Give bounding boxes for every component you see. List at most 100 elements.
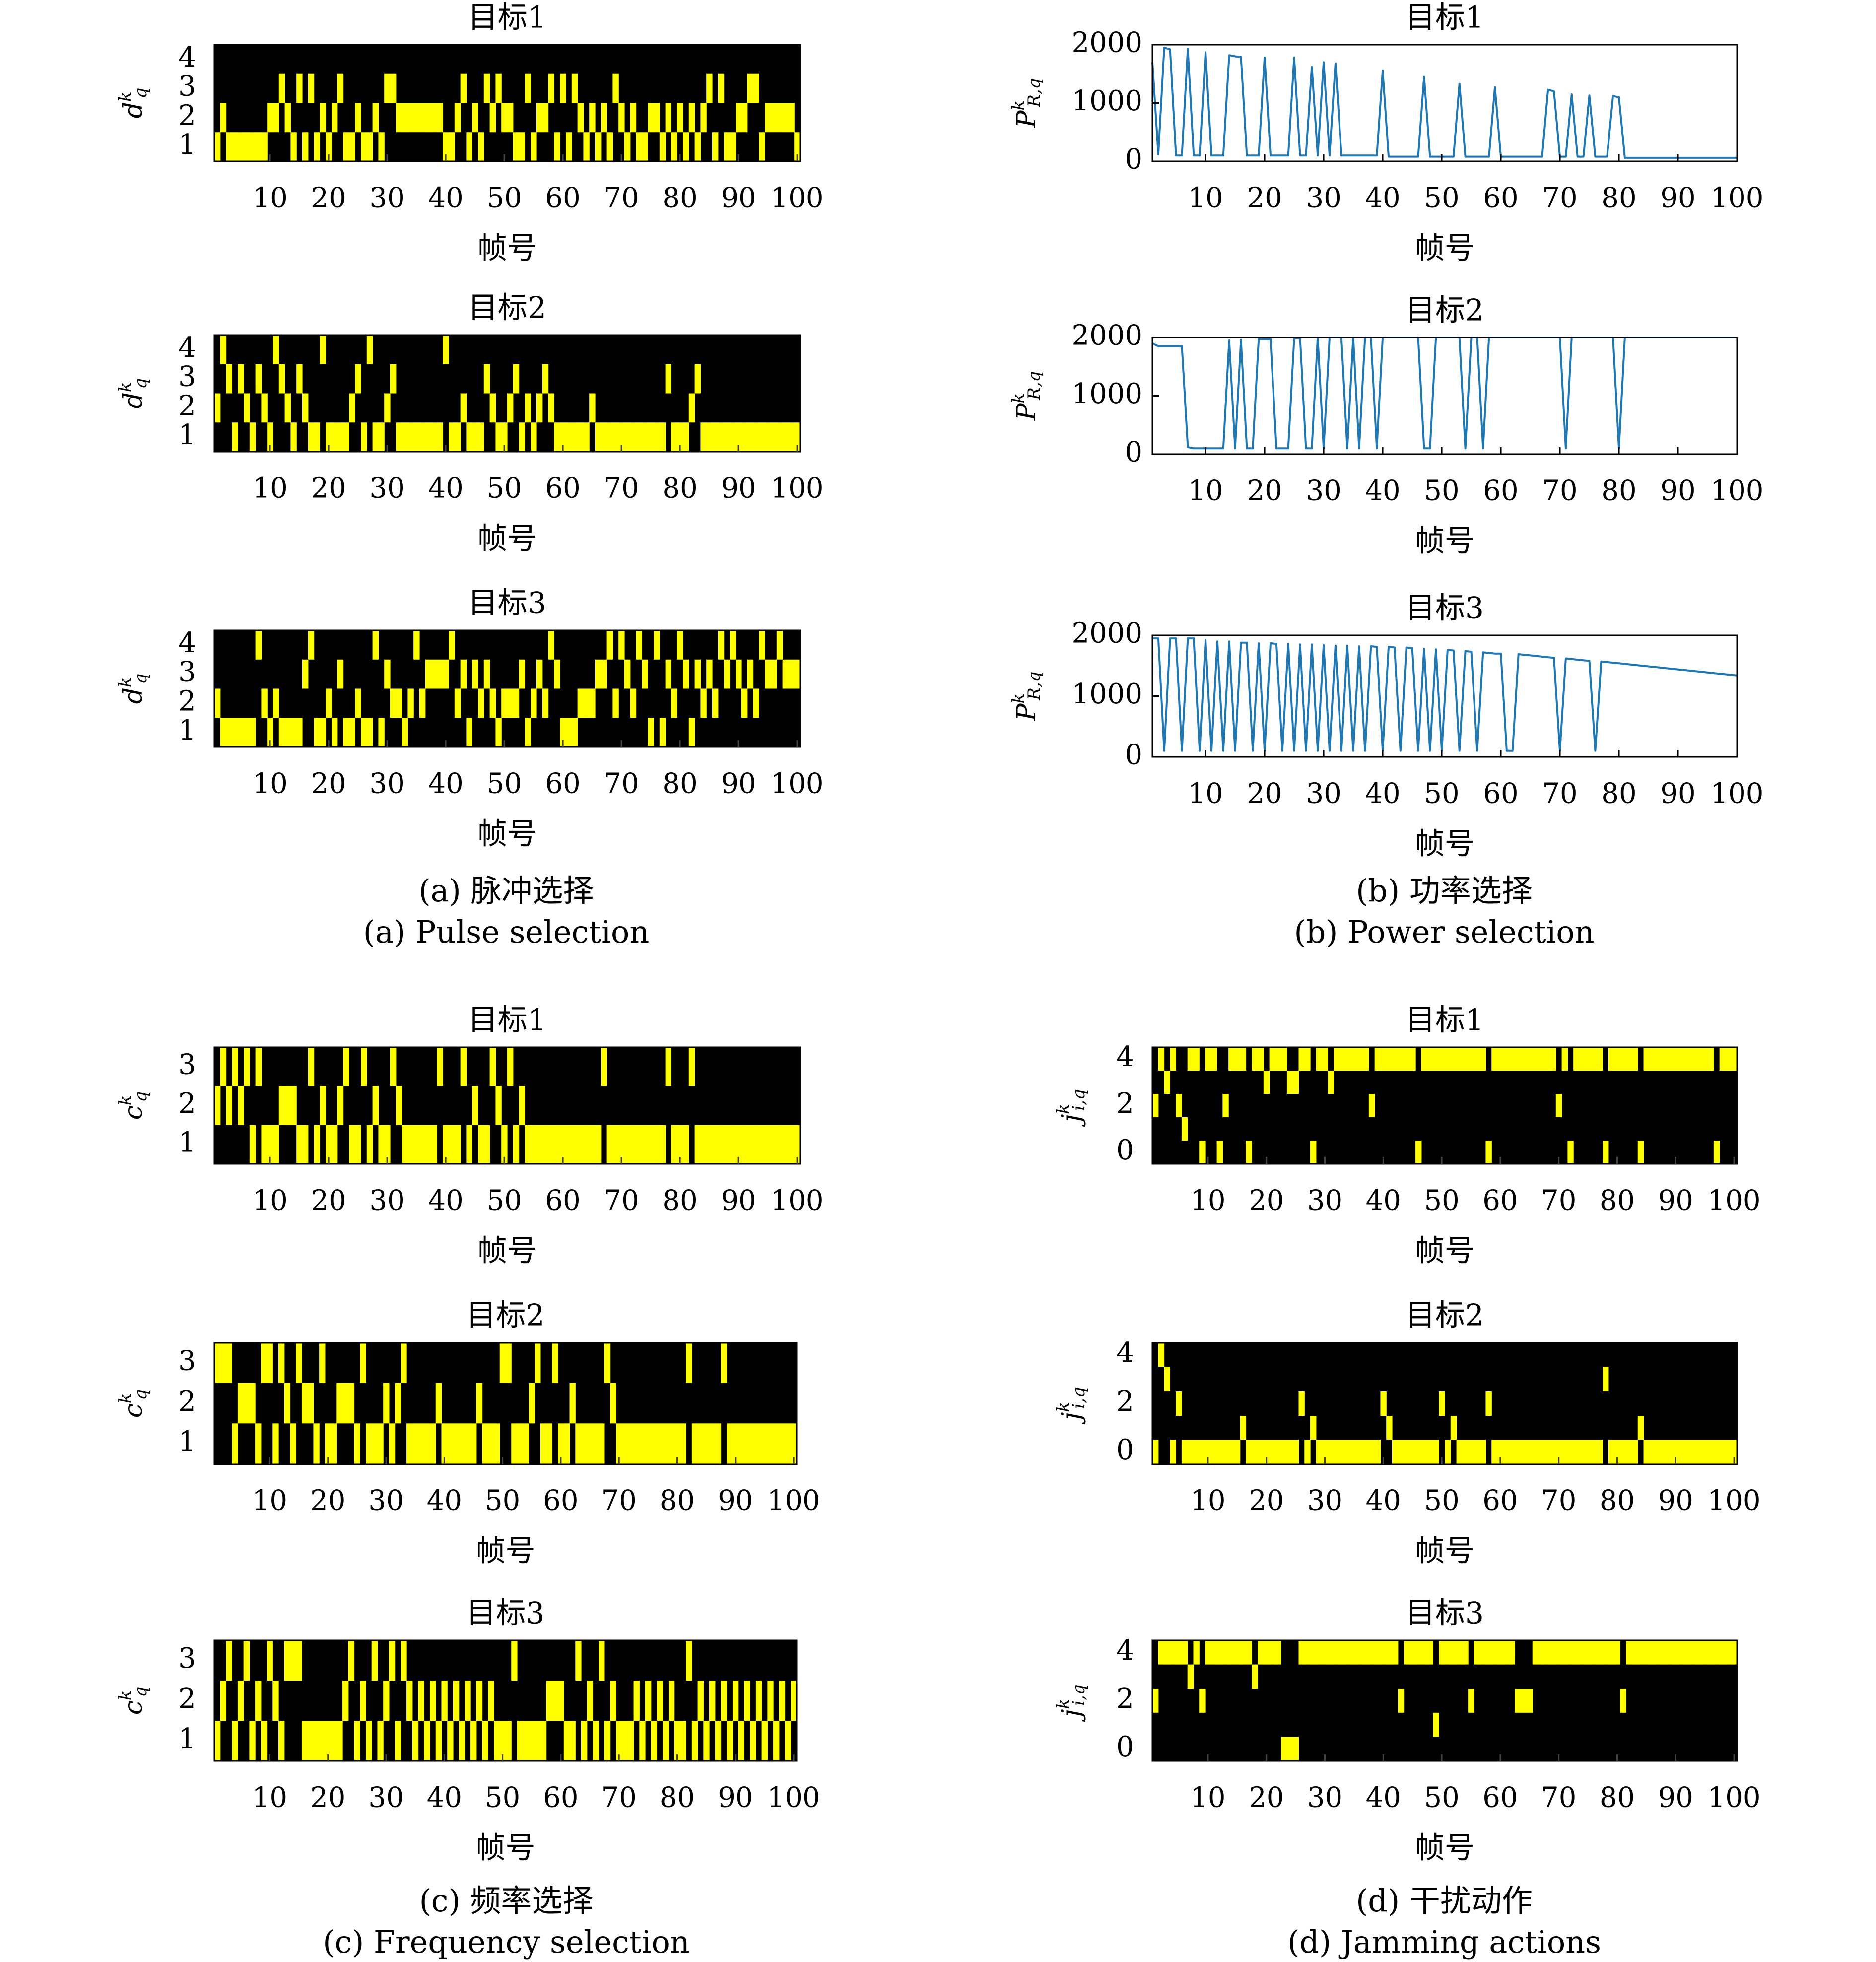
chart-c-2-cell xyxy=(657,1423,663,1464)
chart-d-1-cell xyxy=(1497,1047,1504,1071)
chart-c-3-cell xyxy=(680,1721,686,1761)
chart-a-2-cell xyxy=(542,364,549,394)
chart-a-1-cell xyxy=(314,132,320,161)
chart-d-2-cell xyxy=(1409,1440,1416,1464)
chart-c-3-frame xyxy=(213,1639,798,1762)
chart-c-3-cell xyxy=(616,1721,622,1761)
chart-c-3-cell xyxy=(237,1681,244,1721)
chart-a-3-cell xyxy=(618,630,625,660)
caption-b-en: (b) Power selection xyxy=(1294,914,1595,950)
chart-d-1-cell xyxy=(1509,1047,1515,1071)
chart-d-3-cell xyxy=(1380,1640,1387,1665)
chart-b-3-xlabel: 帧号 xyxy=(1415,827,1474,862)
chart-a-1-ytick-label: 3 xyxy=(178,70,196,103)
chart-c-2-cell xyxy=(214,1343,221,1383)
chart-c-2-ytick-label: 3 xyxy=(178,1345,196,1377)
chart-a-3-xtick-label: 80 xyxy=(662,768,697,800)
chart-d-3-cell xyxy=(1152,1689,1159,1713)
chart-d-2-cell xyxy=(1433,1440,1439,1464)
chart-c-1-cell xyxy=(665,1047,671,1086)
chart-a-2-cell xyxy=(648,422,654,452)
chart-a-1-cell xyxy=(513,132,520,161)
chart-d-1-cell xyxy=(1193,1047,1200,1071)
chart-d-3-cell xyxy=(1345,1640,1352,1665)
chart-c-1-cell xyxy=(683,1125,689,1164)
chart-c-3-cell xyxy=(435,1721,442,1761)
chart-d-2-cell xyxy=(1263,1440,1270,1464)
chart-a-1-cell xyxy=(396,103,402,133)
chart-d-3-cell xyxy=(1351,1640,1357,1665)
chart-c-3-cell xyxy=(249,1721,256,1761)
chart-c-2-cell xyxy=(738,1423,745,1464)
chart-c-3-cell xyxy=(307,1721,314,1761)
chart-d-2-cell xyxy=(1485,1391,1492,1416)
chart-c-3-xtick-label: 100 xyxy=(767,1782,820,1814)
chart-c-2-cell xyxy=(459,1423,465,1464)
chart-a-3-cell xyxy=(361,718,367,747)
chart-a-2-cell xyxy=(531,422,537,452)
chart-c-3-cell xyxy=(755,1681,762,1721)
chart-c-1-ylabel: ckq xyxy=(115,1091,151,1120)
chart-c-1-cell xyxy=(571,1125,578,1164)
chart-d-1-cell xyxy=(1222,1094,1229,1117)
chart-a-1-cell xyxy=(776,103,783,133)
chart-a-1-cell xyxy=(536,103,543,133)
chart-d-1-cell xyxy=(1386,1047,1393,1071)
chart-d-2-cell xyxy=(1731,1440,1738,1464)
chart-a-2-cell xyxy=(407,422,414,452)
chart-a-3-cell xyxy=(384,659,391,689)
chart-a-2-xtick-label: 100 xyxy=(771,473,824,505)
chart-c-2-cell xyxy=(406,1423,413,1464)
chart-a-2-frame xyxy=(213,334,801,453)
chart-a-1-cell xyxy=(238,132,244,161)
chart-c-1-ytick-label: 3 xyxy=(178,1049,196,1081)
chart-d-2-title: 目标2 xyxy=(1406,1298,1484,1333)
chart-a-3-cell xyxy=(782,659,789,689)
chart-c-3-cell xyxy=(668,1681,675,1721)
chart-a-2-cell xyxy=(718,422,725,452)
chart-d-3-xtick-label: 40 xyxy=(1366,1782,1401,1814)
chart-a-2-cell xyxy=(284,393,291,423)
chart-c-1-cell xyxy=(337,1086,344,1125)
chart-d-3-ylabel-text: jki,q xyxy=(1053,1684,1089,1722)
chart-c-2-cell xyxy=(616,1423,622,1464)
chart-d-2-cell xyxy=(1673,1440,1679,1464)
chart-a-2-cell xyxy=(261,393,268,423)
chart-c-1-cell xyxy=(718,1125,725,1164)
chart-a-1-cell xyxy=(566,132,572,161)
chart-a-1-cell xyxy=(489,103,496,133)
chart-c-1-cell xyxy=(519,1086,525,1125)
chart-c-2-xtick-label: 50 xyxy=(485,1485,520,1517)
chart-c-1-cell xyxy=(736,1125,742,1164)
chart-a-3-cell xyxy=(407,688,414,718)
chart-a-3-cell xyxy=(478,688,484,718)
chart-d-1-cell xyxy=(1544,1047,1550,1071)
chart-c-3-cell xyxy=(691,1721,698,1761)
chart-a-1-cell xyxy=(736,103,742,133)
chart-c-2-cell xyxy=(668,1423,675,1464)
chart-a-2-cell xyxy=(413,422,420,452)
chart-a-1-cell xyxy=(390,73,397,103)
chart-d-3-cell xyxy=(1275,1640,1281,1665)
chart-d-1-cell xyxy=(1246,1141,1252,1164)
chart-c-1-cell xyxy=(232,1047,238,1086)
chart-c-3-cell xyxy=(371,1640,378,1681)
chart-a-1-xtick-label: 40 xyxy=(428,182,463,214)
chart-d-1-cell xyxy=(1275,1047,1281,1071)
chart-a-1-cell xyxy=(483,73,490,103)
chart-d-2-cell xyxy=(1181,1440,1188,1464)
chart-a-3-cell xyxy=(759,630,765,660)
chart-c-3-cell xyxy=(703,1721,710,1761)
chart-d-3-ytick-label: 0 xyxy=(1116,1731,1134,1763)
chart-d-1-cell xyxy=(1573,1047,1580,1071)
chart-a-1-cell xyxy=(372,103,379,133)
chart-d-3-xtick-label: 90 xyxy=(1658,1782,1693,1814)
chart-c-2-cell xyxy=(569,1383,576,1424)
chart-a-3-cell xyxy=(355,688,361,718)
chart-c-2-cell xyxy=(703,1423,710,1464)
chart-a-3-cell xyxy=(320,718,326,747)
chart-a-2-cell xyxy=(642,422,648,452)
chart-d-2-cell xyxy=(1678,1440,1685,1464)
chart-d-1-cell xyxy=(1731,1047,1738,1071)
chart-d-2-xtick-label: 10 xyxy=(1190,1485,1225,1517)
